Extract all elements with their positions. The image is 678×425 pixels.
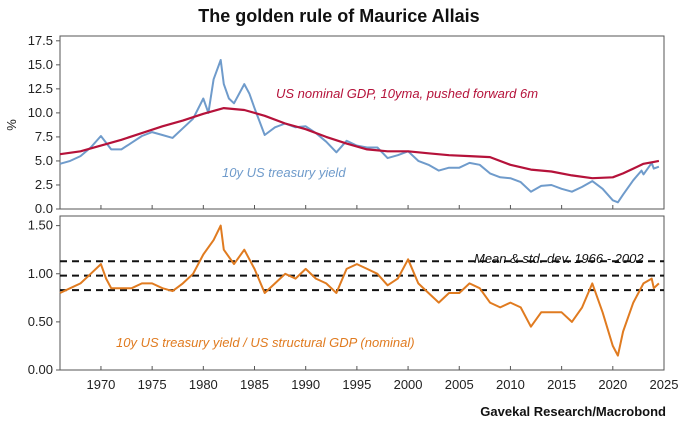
y-tick-label: 7.5 (35, 129, 53, 144)
gdp-series-line (59, 106, 660, 180)
x-tick-label: 1995 (342, 377, 371, 392)
std-dev-annotation: Mean & std. dev. 1966 - 2002 (474, 251, 644, 266)
y-tick-label: 17.5 (28, 33, 53, 48)
yield-series-annotation: 10y US treasury yield (222, 165, 346, 180)
x-tick-label: 2025 (650, 377, 678, 392)
y-tick-label: 0.00 (28, 362, 53, 377)
top-y-axis-label: % (4, 119, 19, 131)
x-tick-label: 1970 (86, 377, 115, 392)
x-tick-label: 1980 (189, 377, 218, 392)
y-tick-label: 0.0 (35, 201, 53, 216)
y-tick-label: 2.5 (35, 177, 53, 192)
y-tick-label: 1.00 (28, 266, 53, 281)
top-panel-frame (59, 35, 665, 210)
x-tick-label: 1990 (291, 377, 320, 392)
y-tick-label: 10.0 (28, 105, 53, 120)
ratio-series-line (59, 224, 660, 357)
x-tick-label: 2020 (598, 377, 627, 392)
ratio-series-annotation: 10y US treasury yield / US structural GD… (116, 335, 415, 350)
source-label: Gavekal Research/Macrobond (480, 404, 666, 419)
x-tick-label: 1985 (240, 377, 269, 392)
y-tick-label: 15.0 (28, 57, 53, 72)
x-tick-label: 2015 (547, 377, 576, 392)
y-tick-label: 12.5 (28, 81, 53, 96)
chart-title: The golden rule of Maurice Allais (198, 6, 479, 26)
x-tick-label: 2000 (394, 377, 423, 392)
gdp-series-annotation: US nominal GDP, 10yma, pushed forward 6m (276, 86, 538, 101)
x-tick-label: 2005 (445, 377, 474, 392)
y-tick-label: 1.50 (28, 218, 53, 233)
x-tick-label: 2010 (496, 377, 525, 392)
x-tick-label: 1975 (138, 377, 167, 392)
y-tick-label: 0.50 (28, 314, 53, 329)
y-tick-label: 5.0 (35, 153, 53, 168)
